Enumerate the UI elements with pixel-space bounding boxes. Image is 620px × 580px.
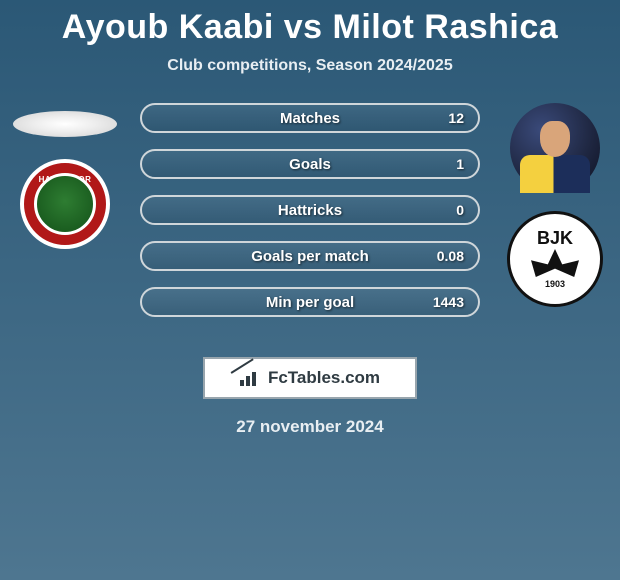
infographic-root: Ayoub Kaabi vs Milot Rashica Club compet… — [0, 0, 620, 580]
club-crest-right-year: 1903 — [545, 279, 565, 289]
stat-label: Goals — [289, 156, 331, 173]
player-left-avatar-placeholder — [13, 111, 117, 137]
player-right-jersey — [520, 155, 590, 193]
club-crest-left-inner — [34, 173, 96, 235]
player-right-avatar — [510, 103, 600, 193]
page-title: Ayoub Kaabi vs Milot Rashica — [0, 0, 620, 47]
source-logo: FcTables.com — [203, 357, 417, 399]
bar-chart-icon — [240, 370, 262, 386]
stat-bar: Min per goal 1443 — [140, 287, 480, 317]
stat-bar: Goals per match 0.08 — [140, 241, 480, 271]
stat-label: Hattricks — [278, 202, 342, 219]
stat-value-right: 12 — [448, 110, 464, 126]
stat-bars: Matches 12 Goals 1 Hattricks 0 Goals per… — [140, 103, 480, 333]
comparison-panel: HATAYSPOR Matches 12 Goals 1 Hattricks 0… — [0, 103, 620, 343]
source-logo-text: FcTables.com — [268, 368, 380, 388]
stat-label: Min per goal — [266, 294, 354, 311]
stat-bar: Hattricks 0 — [140, 195, 480, 225]
stat-value-right: 1 — [456, 156, 464, 172]
left-player-column: HATAYSPOR — [0, 103, 130, 343]
subtitle: Club competitions, Season 2024/2025 — [0, 57, 620, 75]
eagle-icon — [531, 249, 579, 277]
stat-label: Goals per match — [251, 248, 369, 265]
club-crest-right-label: BJK — [537, 229, 573, 247]
stat-value-right: 0 — [456, 202, 464, 218]
stat-bar: Matches 12 — [140, 103, 480, 133]
stat-value-right: 1443 — [433, 294, 464, 310]
right-player-column: BJK 1903 — [490, 103, 620, 343]
club-crest-left: HATAYSPOR — [20, 159, 110, 249]
stat-bar: Goals 1 — [140, 149, 480, 179]
footer-date: 27 november 2024 — [0, 417, 620, 437]
stat-value-right: 0.08 — [437, 248, 464, 264]
club-crest-right: BJK 1903 — [507, 211, 603, 307]
stat-label: Matches — [280, 110, 340, 127]
